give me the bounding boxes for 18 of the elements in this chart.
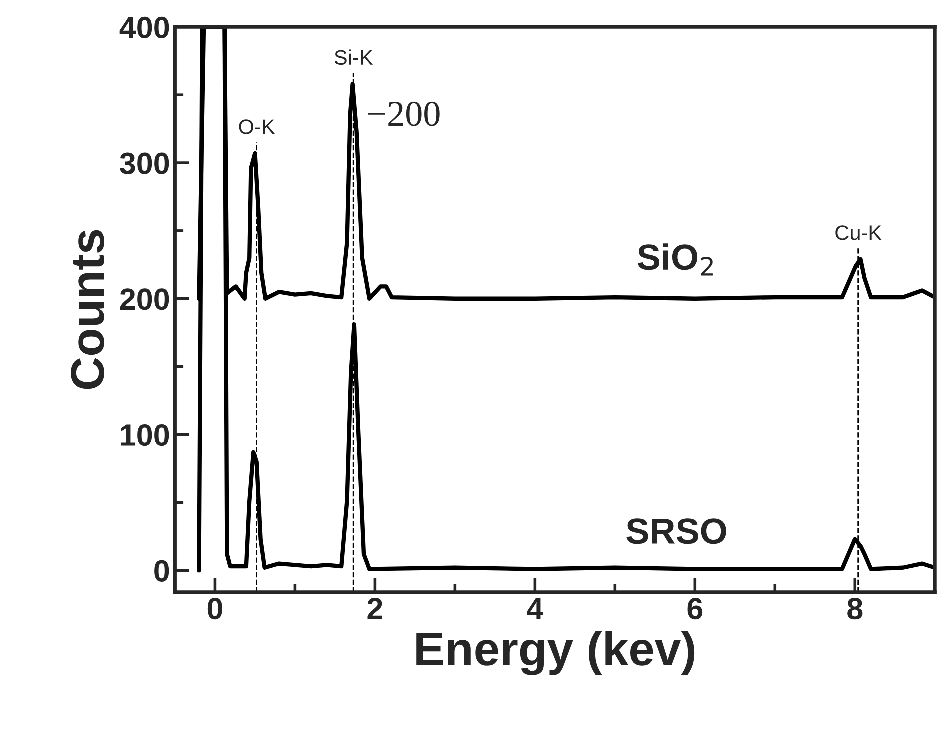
y-axis-title: Counts [71,230,104,390]
series-label: SiO$_{2}$ [638,244,713,276]
x-tick-label: 0 [208,598,222,620]
x-axis-title: Energy (kev) [416,631,695,676]
y-tick-label: 300 [120,152,170,174]
y-tick-label: 200 [120,288,170,310]
ref-line-label: Cu-K [836,226,882,240]
y-tick-label: 100 [121,424,170,446]
annotation: −200 [368,102,440,126]
ref-line-label: O-K [239,120,276,134]
x-tick-label: 8 [848,598,863,620]
series-label: SRSO [626,518,726,544]
y-tick-label: 0 [154,560,170,582]
x-tick-label: 6 [688,598,703,620]
x-tick-label: 4 [527,598,544,620]
ref-line-label: Si-K [334,50,374,66]
y-tick-label: 400 [120,16,170,39]
x-tick-label: 2 [368,598,382,620]
